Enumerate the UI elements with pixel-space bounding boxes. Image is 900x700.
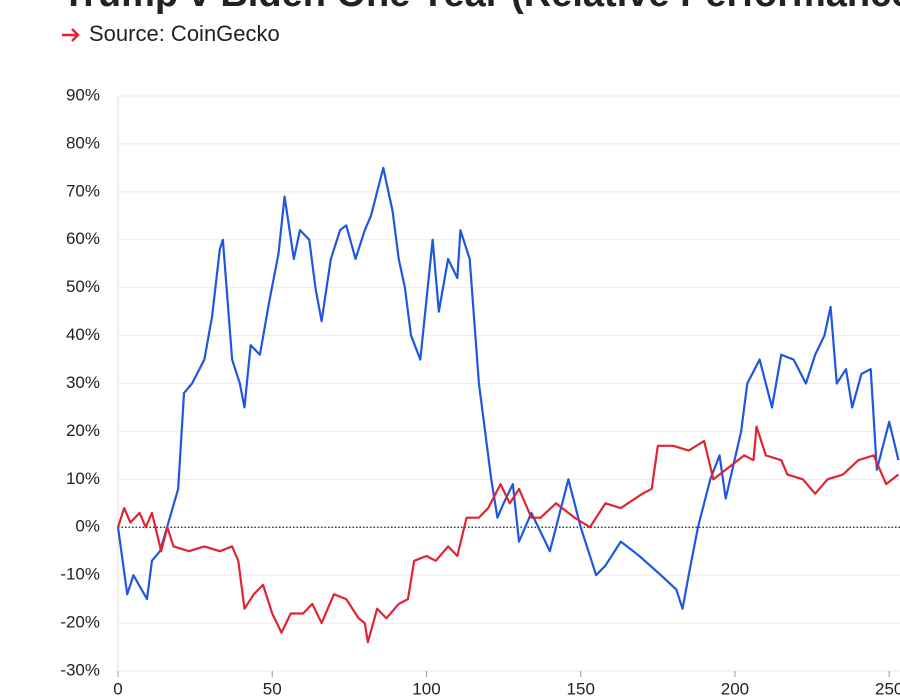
x-tick-label: 150	[567, 679, 595, 698]
y-tick-label: 80%	[66, 133, 100, 152]
y-tick-label: 20%	[66, 421, 100, 440]
y-tick-label: 0%	[75, 517, 100, 536]
x-tick-label: 0	[113, 679, 122, 698]
x-tick-label: 100	[412, 679, 440, 698]
x-tick-label: 200	[721, 679, 749, 698]
y-tick-label: 70%	[66, 181, 100, 200]
series-line	[116, 425, 900, 644]
y-tick-label: 30%	[66, 373, 100, 392]
y-tick-label: 40%	[66, 325, 100, 344]
x-tick-label: 250	[875, 679, 900, 698]
chart-title: Trump v Biden One Year (Relative Perform…	[62, 0, 900, 15]
series-line	[116, 166, 900, 610]
y-tick-label: 50%	[66, 277, 100, 296]
y-tick-label: 60%	[66, 229, 100, 248]
arrow-icon	[62, 28, 80, 42]
y-tick-label: 10%	[66, 469, 100, 488]
x-tick-label: 50	[263, 679, 282, 698]
y-tick-label: -30%	[60, 660, 100, 679]
y-tick-label: -20%	[60, 613, 100, 632]
y-tick-label: 90%	[66, 85, 100, 104]
chart-subtitle: Source: CoinGecko	[89, 21, 280, 46]
y-tick-label: -10%	[60, 565, 100, 584]
